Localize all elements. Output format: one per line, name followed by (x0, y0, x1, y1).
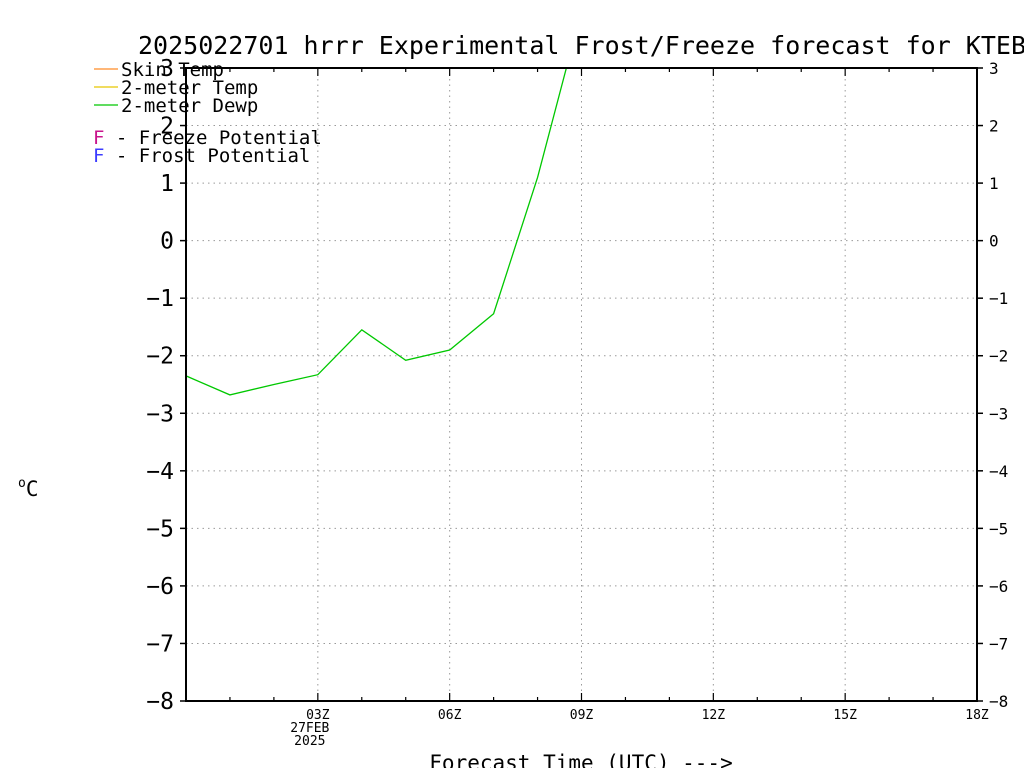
potential-marker: F (93, 145, 104, 167)
y-tick-label-right: −2 (989, 347, 1008, 366)
y-tick-label-right: 3 (989, 59, 999, 78)
series-layer (186, 68, 568, 396)
legend-label: 2-meter Dewp (121, 95, 258, 117)
x-tick-date-label: 2025 (294, 734, 325, 749)
x-tick-label: 03Z (306, 708, 330, 723)
y-tick-label: 1 (160, 171, 174, 197)
series-line-2-meter-dewp (186, 68, 568, 396)
x-tick-label: 18Z (965, 708, 989, 723)
potential-label: - Freeze Potential (104, 127, 321, 149)
y-tick-label-right: −4 (989, 462, 1008, 481)
y-tick-label: −5 (146, 516, 174, 542)
x-tick-label: 09Z (570, 708, 594, 723)
y-tick-label-right: 0 (989, 232, 999, 251)
y-tick-label: −6 (146, 574, 174, 600)
legend-label: Skin Temp (121, 59, 224, 81)
legend-label: 2-meter Temp (121, 77, 258, 99)
y-tick-label: −2 (146, 344, 174, 370)
y-tick-label: −7 (146, 631, 174, 657)
y-axis-ticks: 3 3 2 2 1 1 0 0 −1 −1 −2 −2 −3 −3 −4 −4 −5 −5 −6 −6 −7 −7 −8 −8 (146, 56, 1008, 715)
y-tick-label-right: 1 (989, 174, 999, 193)
y-axis-label-degree: o (18, 476, 26, 491)
y-tick-label-right: −6 (989, 577, 1008, 596)
potential-legend-entry: F - Frost Potential (93, 145, 310, 167)
y-tick-label: −1 (146, 286, 174, 312)
potential-label: - Frost Potential (104, 145, 310, 167)
y-tick-label-right: −7 (989, 634, 1008, 653)
y-tick-label: 2 (160, 114, 174, 140)
y-tick-label-right: −1 (989, 289, 1008, 308)
potential-legend-entry: F - Freeze Potential (93, 127, 322, 149)
y-tick-label-right: −5 (989, 519, 1008, 538)
x-tick-label: 12Z (702, 708, 726, 723)
x-tick-label: 15Z (833, 708, 857, 723)
y-axis-label: oC (18, 476, 38, 501)
y-tick-label-right: −3 (989, 404, 1008, 423)
y-tick-label: −3 (146, 401, 174, 427)
y-tick-label: −4 (146, 459, 174, 485)
y-tick-label: 0 (160, 229, 174, 255)
y-tick-label: −8 (146, 689, 174, 715)
chart-title: 2025022701 hrrr Experimental Frost/Freez… (138, 31, 1024, 60)
potential-marker: F (93, 127, 104, 149)
x-tick-label: 06Z (438, 708, 462, 723)
y-axis-label-unit: C (26, 477, 39, 501)
y-tick-label: 3 (160, 56, 174, 82)
y-tick-label-right: −8 (989, 692, 1008, 711)
x-axis-label: Forecast Time (UTC) ---> (429, 751, 732, 768)
y-tick-label-right: 2 (989, 117, 999, 136)
x-tick-date-label: 27FEB (290, 721, 329, 736)
